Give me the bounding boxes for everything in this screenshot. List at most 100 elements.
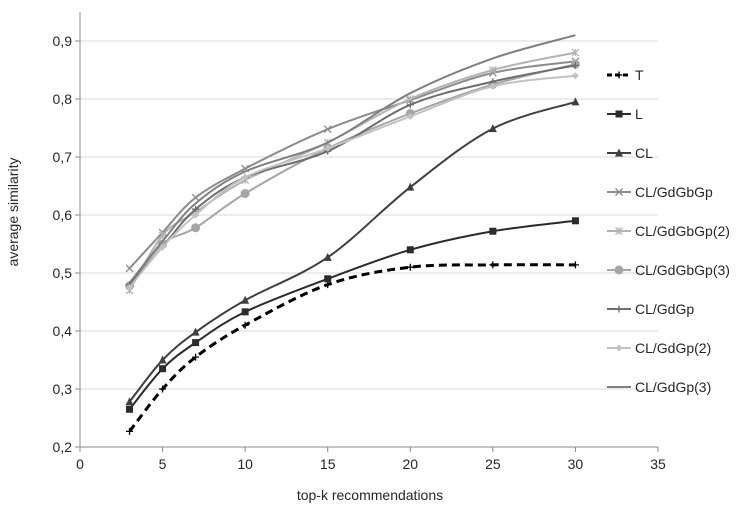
legend-marker-cl-gdgbgp (615, 188, 623, 196)
data-point-cl-gdgp-2 (241, 173, 249, 181)
data-point-l (192, 339, 200, 347)
legend-item-cl: CL (607, 145, 653, 161)
legend-item-cl-gdgbgp-3: CL/GdGbGp(3) (607, 262, 730, 278)
data-point-cl (488, 124, 497, 133)
series-line-cl-gdgbgp-3 (128, 63, 576, 287)
legend-label-cl-gdgp-2: CL/GdGp(2) (635, 340, 711, 356)
data-point-cl-gdgbgp (323, 125, 332, 134)
data-point-l (126, 405, 134, 413)
legend-item-cl-gdgp-2: CL/GdGp(2) (607, 340, 711, 356)
series-cl (125, 97, 580, 406)
x-tick-label: 0 (76, 456, 84, 472)
data-point-cl-gdgp (406, 101, 414, 109)
legend-label-cl-gdgbgp-2: CL/GdGbGp(2) (635, 223, 730, 239)
series-l (126, 217, 579, 413)
axes: 0,2 0,3 0,4 0,5 0,6 0,7 0,8 0,9 0 5 10 15 20 25 30 35 (53, 12, 666, 472)
data-point-l (571, 217, 579, 225)
x-tick-label: 5 (159, 456, 167, 472)
series-t (126, 261, 579, 435)
data-point-l (324, 275, 332, 283)
data-point-t (241, 321, 249, 329)
x-tick-label: 15 (320, 456, 336, 472)
legend-label-cl-gdgbgp-3: CL/GdGbGp(3) (635, 262, 730, 278)
x-tick-label: 10 (237, 456, 253, 472)
data-point-t (159, 385, 167, 393)
data-point-cl (158, 355, 167, 364)
data-point-cl-gdgbgp (191, 193, 200, 202)
data-point-cl-gdgbgp-3 (240, 189, 250, 199)
y-tick-label: 0,8 (53, 91, 73, 107)
data-point-cl-gdgp-2 (571, 72, 579, 80)
legend-label-t: T (635, 67, 644, 83)
data-point-cl-gdgbgp-2 (571, 48, 580, 57)
data-point-l (406, 246, 414, 254)
y-tick-label: 0,6 (53, 207, 73, 223)
data-point-cl-gdgbgp-3 (191, 223, 201, 233)
data-point-cl (406, 182, 415, 191)
legend-marker-cl (615, 148, 623, 157)
series-line-cl-gdgp-3 (128, 34, 576, 284)
data-point-cl (323, 252, 332, 261)
data-point-cl-gdgbgp (125, 264, 134, 273)
y-axis-title: average similarity (5, 158, 21, 267)
data-point-t (406, 263, 414, 271)
series-line-cl-gdgp (128, 64, 576, 286)
series-cl-gdgp-3 (128, 34, 576, 284)
x-axis-title: top-k recommendations (297, 487, 443, 503)
series-cl-gdgp (126, 61, 579, 289)
legend-marker-cl-gdgp-2 (615, 344, 623, 352)
legend-label-cl-gdgbgp: CL/GdGbGp (635, 184, 713, 200)
y-tick-label: 0,7 (53, 149, 73, 165)
data-point-cl-gdgbgp-2 (488, 66, 497, 74)
data-point-l (159, 365, 167, 373)
legend-item-cl-gdgp-3: CL/GdGp(3) (607, 379, 711, 395)
series-line-cl-gdgp-2 (128, 74, 576, 289)
series-layer (125, 34, 580, 435)
legend-item-cl-gdgbgp-2: CL/GdGbGp(2) (607, 223, 730, 239)
legend-item-cl-gdgp: CL/GdGp (607, 301, 694, 317)
y-tick-label: 0,9 (53, 33, 73, 49)
x-tick-label: 25 (485, 456, 501, 472)
series-cl-gdgp-2 (126, 72, 579, 291)
data-point-cl-gdgp-2 (324, 144, 332, 152)
legend-label-cl-gdgp: CL/GdGp (635, 301, 694, 317)
data-point-t (192, 353, 200, 361)
data-point-cl-gdgp (571, 61, 579, 69)
series-cl-gdgbgp-2 (125, 48, 580, 295)
data-point-t (571, 261, 579, 269)
series-line-cl-gdgbgp-2 (128, 51, 576, 291)
data-point-cl-gdgp-2 (126, 284, 134, 291)
data-point-l (489, 227, 497, 235)
series-cl-gdgbgp-3 (125, 59, 580, 291)
data-point-l (241, 308, 249, 316)
y-tick-label: 0,5 (53, 265, 73, 281)
y-tick-label: 0,2 (53, 439, 73, 455)
data-point-cl (191, 327, 200, 336)
legend-marker-l (615, 110, 623, 118)
legend-marker-cl-gdgbgp-3 (614, 265, 624, 275)
data-point-cl-gdgp-2 (192, 211, 200, 219)
data-point-cl-gdgp-2 (406, 112, 414, 120)
series-cl-gdgbgp (125, 57, 580, 273)
data-point-cl-gdgp-2 (159, 243, 167, 251)
data-point-cl (571, 97, 580, 106)
y-tick-label: 0,4 (53, 323, 73, 339)
x-tick-label: 30 (568, 456, 584, 472)
data-point-t (489, 261, 497, 269)
legend-item-t: T (607, 67, 644, 83)
legend-marker-t (615, 71, 623, 79)
legend-label-cl-gdgp-3: CL/GdGp(3) (635, 379, 711, 395)
y-tick-label: 0,3 (53, 381, 73, 397)
data-point-t (126, 427, 134, 435)
legend-marker-cl-gdgbgp-2 (615, 227, 623, 235)
legend-marker-cl-gdgp (615, 305, 623, 313)
legend: T L CL CL/GdGbGp CL/GdGbGp(2) CL/GdGbGp(3) CL/… (607, 67, 730, 395)
legend-item-cl-gdgbgp: CL/GdGbGp (607, 184, 713, 200)
gridlines (80, 40, 658, 448)
data-point-cl-gdgp-2 (489, 82, 497, 90)
series-line-t (128, 263, 576, 433)
x-tick-label: 35 (650, 456, 666, 472)
data-point-cl (125, 397, 134, 406)
legend-label-l: L (635, 106, 643, 122)
